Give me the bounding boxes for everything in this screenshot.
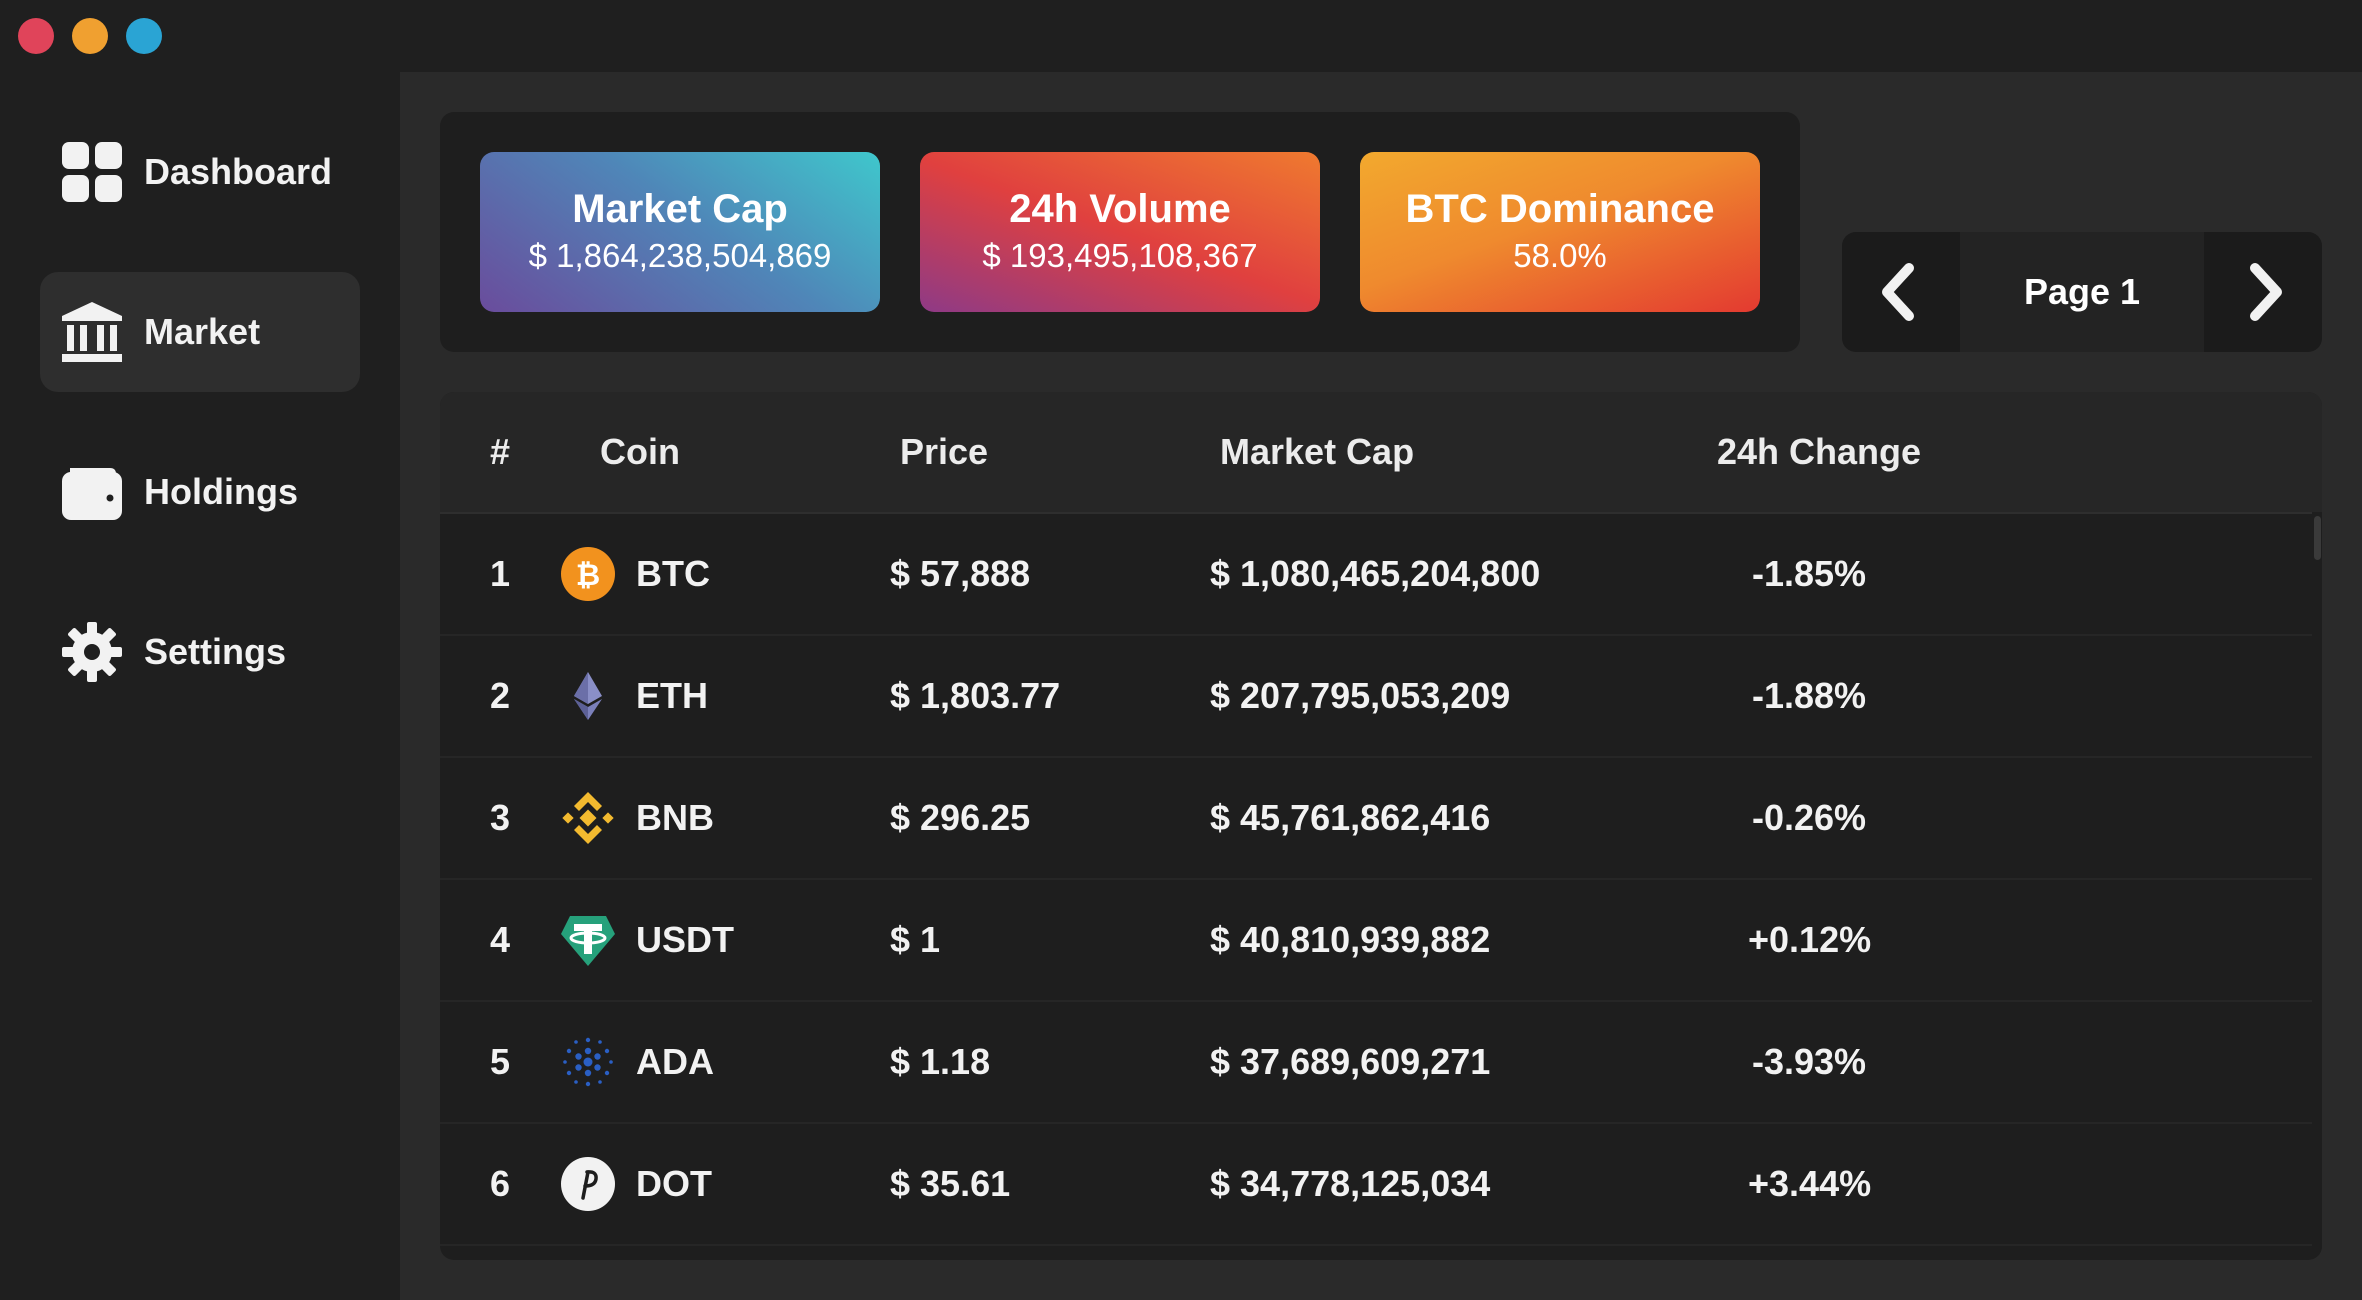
rank-cell: 2 bbox=[490, 675, 511, 716]
market-cap-card: Market Cap $ 1,864,238,504,869 bbox=[480, 152, 880, 312]
market-cap-cell: $ 45,761,862,416 bbox=[1210, 797, 1491, 838]
stat-value: 58.0% bbox=[1513, 237, 1607, 274]
svg-text:₿: ₿ bbox=[576, 558, 600, 593]
chevron-right-icon bbox=[2250, 263, 2282, 321]
sidebar-item-label: Settings bbox=[144, 631, 287, 672]
polkadot-icon bbox=[561, 1157, 615, 1211]
column-header-coin[interactable]: Coin bbox=[600, 431, 680, 472]
sidebar-item-holdings[interactable]: Holdings bbox=[40, 432, 360, 552]
volume-card: 24h Volume $ 193,495,108,367 bbox=[920, 152, 1320, 312]
column-header-market-cap[interactable]: Market Cap bbox=[1220, 431, 1415, 472]
coin-symbol-cell: ETH bbox=[636, 675, 708, 716]
table-row[interactable]: 6 DOT $ 35.61 $ 34,778,125,034 +3.44% bbox=[440, 1124, 2312, 1246]
chevron-left-icon bbox=[1882, 263, 1914, 321]
bank-icon bbox=[62, 302, 122, 362]
rank-cell: 1 bbox=[490, 553, 511, 594]
sidebar-item-settings[interactable]: Settings bbox=[40, 592, 360, 712]
zoom-window-button[interactable] bbox=[126, 18, 162, 54]
sidebar: Dashboard Market Holdings bbox=[0, 72, 400, 1300]
coin-symbol-cell: ADA bbox=[636, 1041, 714, 1082]
change-cell: +0.12% bbox=[1748, 919, 1872, 960]
change-cell: -0.26% bbox=[1752, 797, 1867, 838]
sidebar-item-label: Market bbox=[144, 311, 261, 352]
previous-page-button[interactable] bbox=[1842, 232, 1960, 352]
change-cell: -3.93% bbox=[1752, 1041, 1867, 1082]
tether-icon bbox=[561, 916, 615, 966]
market-cap-cell: $ 1,080,465,204,800 bbox=[1210, 553, 1541, 594]
coin-symbol-cell: BNB bbox=[636, 797, 714, 838]
btc-dominance-card: BTC Dominance 58.0% bbox=[1360, 152, 1760, 312]
market-table: # Coin Price Market Cap 24h Change 1 ₿ B… bbox=[440, 392, 2322, 1260]
market-cap-cell: $ 207,795,053,209 bbox=[1210, 675, 1511, 716]
sidebar-item-label: Dashboard bbox=[144, 151, 333, 192]
minimize-window-button[interactable] bbox=[72, 18, 108, 54]
rank-cell: 4 bbox=[490, 919, 511, 960]
sidebar-item-label: Holdings bbox=[144, 471, 298, 512]
stat-title: 24h Volume bbox=[1009, 187, 1231, 231]
cardano-icon bbox=[563, 1037, 613, 1087]
sidebar-item-market[interactable]: Market bbox=[40, 272, 360, 392]
price-cell: $ 1.18 bbox=[890, 1041, 991, 1082]
rank-cell: 5 bbox=[490, 1041, 511, 1082]
next-page-button[interactable] bbox=[2204, 232, 2322, 352]
ethereum-icon bbox=[574, 672, 602, 720]
page-indicator: Page 1 bbox=[2023, 271, 2141, 312]
wallet-icon bbox=[62, 468, 122, 520]
bitcoin-icon: ₿ bbox=[561, 547, 615, 601]
price-cell: $ 57,888 bbox=[890, 553, 1031, 594]
scrollbar-thumb[interactable] bbox=[2314, 516, 2321, 560]
bnb-icon bbox=[562, 792, 614, 844]
stat-value: $ 193,495,108,367 bbox=[982, 237, 1258, 274]
change-cell: +3.44% bbox=[1748, 1163, 1872, 1204]
coin-symbol-cell: BTC bbox=[636, 553, 710, 594]
close-window-button[interactable] bbox=[18, 18, 54, 54]
change-cell: -1.88% bbox=[1752, 675, 1867, 716]
column-header-price[interactable]: Price bbox=[900, 431, 989, 472]
price-cell: $ 296.25 bbox=[890, 797, 1031, 838]
market-cap-cell: $ 40,810,939,882 bbox=[1210, 919, 1491, 960]
price-cell: $ 1,803.77 bbox=[890, 675, 1061, 716]
rank-cell: 3 bbox=[490, 797, 511, 838]
table-header: # Coin Price Market Cap 24h Change bbox=[440, 392, 2322, 514]
table-scrollbar[interactable] bbox=[2312, 512, 2322, 1260]
table-row[interactable]: 1 ₿ BTC $ 57,888 $ 1,080,465,204,800 -1.… bbox=[440, 514, 2312, 636]
table-row[interactable]: 3 BNB $ 296.25 $ 45,761,862,416 -0.26% bbox=[440, 758, 2312, 880]
gear-icon bbox=[62, 622, 122, 682]
stat-value: $ 1,864,238,504,869 bbox=[528, 237, 832, 274]
column-header-rank[interactable]: # bbox=[490, 431, 511, 472]
coin-symbol-cell: DOT bbox=[636, 1163, 712, 1204]
coin-symbol-cell: USDT bbox=[636, 919, 734, 960]
sidebar-item-dashboard[interactable]: Dashboard bbox=[40, 112, 360, 232]
grid-icon bbox=[62, 142, 122, 202]
table-row[interactable]: 4 USDT $ 1 $ 40,810,939,882 +0.12% bbox=[440, 880, 2312, 1002]
pagination: Page 1 bbox=[1842, 232, 2322, 352]
title-bar bbox=[0, 0, 2362, 72]
market-cap-cell: $ 34,778,125,034 bbox=[1210, 1163, 1491, 1204]
table-row[interactable]: 5 ADA $ 1.18 $ 37,689,609,271 -3.93% bbox=[440, 1002, 2312, 1124]
market-cap-cell: $ 37,689,609,271 bbox=[1210, 1041, 1491, 1082]
rank-cell: 6 bbox=[490, 1163, 511, 1204]
price-cell: $ 35.61 bbox=[890, 1163, 1011, 1204]
stat-title: BTC Dominance bbox=[1405, 187, 1715, 231]
stat-title: Market Cap bbox=[572, 187, 788, 231]
price-cell: $ 1 bbox=[890, 919, 941, 960]
column-header-24h-change[interactable]: 24h Change bbox=[1717, 431, 1922, 472]
stats-panel: Market Cap $ 1,864,238,504,869 24h Volum… bbox=[440, 112, 1800, 352]
change-cell: -1.85% bbox=[1752, 553, 1867, 594]
table-row[interactable]: 2 ETH $ 1,803.77 $ 207,795,053,209 -1.88… bbox=[440, 636, 2312, 758]
